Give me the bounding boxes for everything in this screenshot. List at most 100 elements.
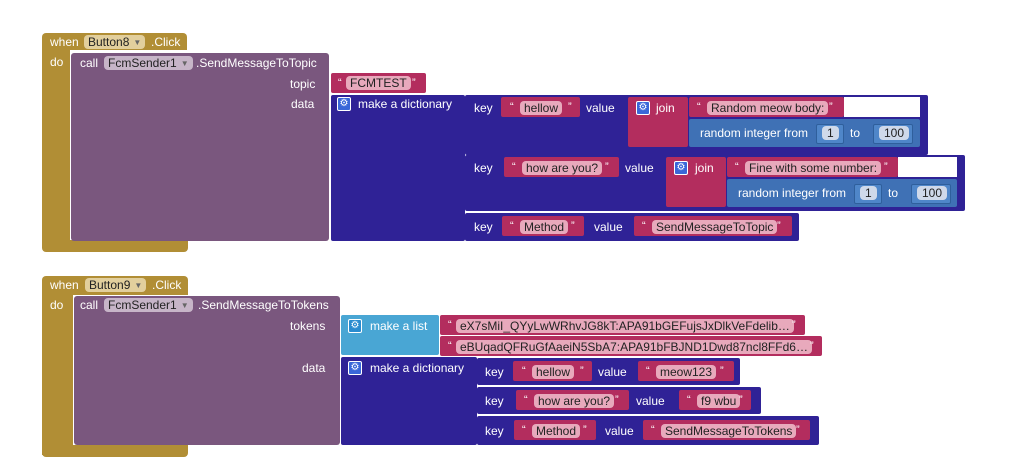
open-quote: “ (512, 161, 516, 173)
join-label: join (656, 101, 675, 115)
close-quote: ” (777, 220, 781, 232)
gear-icon[interactable]: ⚙ (636, 101, 650, 115)
value-value[interactable]: SendMessageToTopic (652, 220, 778, 234)
open-quote: “ (697, 101, 701, 113)
join-empty-socket (898, 157, 957, 177)
topic-value[interactable]: FCMTEST (346, 76, 411, 90)
component-name: Button8 (88, 35, 130, 49)
to-value[interactable]: 100 (879, 126, 910, 140)
event-block-left-rail (42, 295, 73, 455)
do-label: do (50, 55, 64, 69)
close-quote: ” (810, 340, 814, 352)
open-quote: “ (510, 220, 514, 232)
from-value[interactable]: 1 (860, 186, 877, 200)
method-name: .SendMessageToTopic (196, 56, 317, 70)
event-block-bottom (42, 445, 188, 457)
when-label: when (50, 278, 79, 292)
sender-name: FcmSender1 (108, 298, 177, 312)
key-value[interactable]: how are you? (522, 161, 603, 175)
open-quote: “ (338, 77, 342, 89)
open-quote: “ (522, 365, 526, 377)
key-label: key (474, 220, 493, 234)
gear-icon[interactable]: ⚙ (348, 361, 362, 375)
key-label: key (485, 424, 504, 438)
call-block-frame[interactable] (74, 296, 340, 445)
value-label: value (594, 220, 623, 234)
component-dropdown[interactable]: Button9 ▼ (85, 278, 147, 292)
gear-icon[interactable]: ⚙ (674, 161, 688, 175)
random-label: random integer from (738, 186, 847, 200)
key-label: key (474, 161, 493, 175)
event-block-bottom (42, 240, 188, 252)
open-quote: “ (687, 394, 691, 406)
value-value[interactable]: SendMessageToTokens (661, 424, 797, 438)
close-quote: ” (568, 101, 572, 113)
topic-label: topic (290, 77, 316, 91)
close-quote: ” (605, 161, 609, 173)
value-label: value (598, 365, 627, 379)
gear-icon[interactable]: ⚙ (337, 97, 351, 111)
open-quote: “ (448, 340, 452, 352)
sender-dropdown[interactable]: FcmSender1 ▼ (104, 56, 193, 70)
key-value[interactable]: Method (520, 220, 569, 234)
random-label: random integer from (700, 126, 809, 140)
chevron-down-icon: ▼ (180, 300, 189, 310)
value-value[interactable]: meow123 (656, 365, 717, 379)
data-label: data (291, 97, 315, 111)
sender-dropdown[interactable]: FcmSender1 ▼ (104, 298, 193, 312)
token-value[interactable]: eBUqadQFRuGfAaeiN5SbA7:APA91bFBJND1Dwd87… (456, 340, 812, 354)
value-label: value (636, 394, 665, 408)
key-value[interactable]: how are you? (534, 394, 615, 408)
chevron-down-icon: ▼ (180, 58, 189, 68)
value-label: value (625, 161, 654, 175)
event-name: .Click (152, 278, 182, 292)
data-label: data (302, 361, 326, 375)
token-value[interactable]: eX7sMiI_QYyLwWRhvJG8kT:APA91bGEFujsJxDlk… (456, 319, 794, 333)
key-label: key (485, 394, 504, 408)
open-quote: “ (522, 424, 526, 436)
close-quote: ” (615, 394, 619, 406)
close-quote: ” (829, 101, 833, 113)
gear-icon[interactable]: ⚙ (348, 319, 362, 333)
from-value[interactable]: 1 (822, 126, 839, 140)
dictionary-block[interactable] (331, 95, 465, 241)
key-value[interactable]: hellow (532, 365, 575, 379)
close-quote: ” (580, 365, 584, 377)
key-value[interactable]: hellow (520, 101, 563, 115)
open-quote: “ (646, 365, 650, 377)
call-label: call (80, 56, 99, 70)
key-value[interactable]: Method (532, 424, 581, 438)
key-label: key (485, 365, 504, 379)
open-quote: “ (510, 101, 514, 113)
join-empty-socket (844, 97, 920, 117)
event-name: .Click (151, 35, 181, 49)
close-quote: ” (792, 319, 796, 331)
list-label: make a list (370, 319, 428, 333)
close-quote: ” (796, 424, 800, 436)
call-block-frame[interactable] (71, 53, 329, 241)
key-label: key (474, 101, 493, 115)
when-label: when (50, 35, 79, 49)
tokens-label: tokens (290, 319, 326, 333)
join-text-value[interactable]: Fine with some number: (745, 161, 882, 175)
call-label: call (80, 298, 99, 312)
chevron-down-icon: ▼ (134, 280, 143, 290)
close-quote: ” (884, 161, 888, 173)
join-label: join (695, 161, 714, 175)
do-label: do (50, 298, 64, 312)
join-text-value[interactable]: Random meow body: (707, 101, 829, 115)
component-name: Button9 (89, 278, 131, 292)
to-value[interactable]: 100 (917, 186, 948, 200)
component-dropdown[interactable]: Button8 ▼ (84, 35, 146, 49)
close-quote: ” (571, 220, 575, 232)
close-quote: ” (583, 424, 587, 436)
dict-label: make a dictionary (370, 361, 465, 375)
close-quote: ” (739, 394, 743, 406)
to-label: to (888, 186, 899, 200)
value-value[interactable]: f9 wbu (697, 394, 741, 408)
dictionary-block[interactable] (341, 357, 477, 445)
open-quote: “ (524, 394, 528, 406)
open-quote: “ (735, 161, 739, 173)
open-quote: “ (642, 220, 646, 232)
event-block-left-rail (42, 50, 70, 246)
